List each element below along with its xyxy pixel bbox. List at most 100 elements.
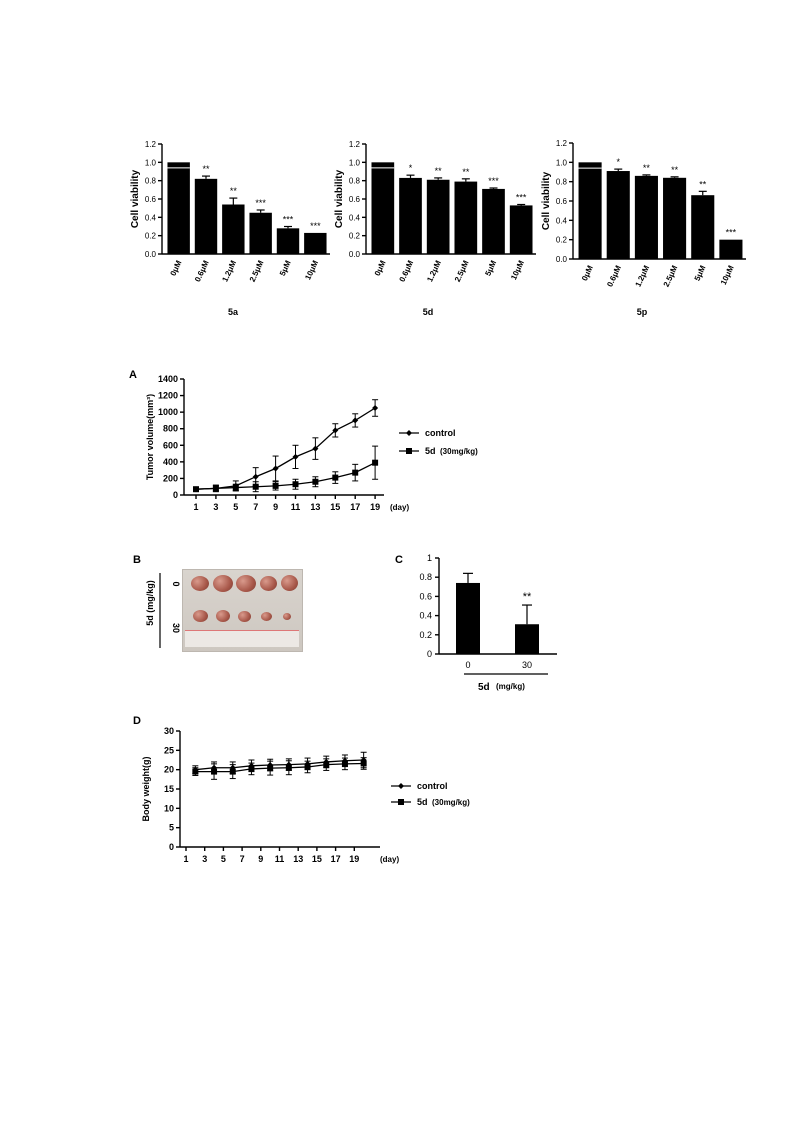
significance-5p: ** — [699, 179, 707, 189]
legend-marker-A — [406, 430, 412, 436]
x-tick-label-D: 1 — [183, 854, 188, 864]
y-tick-label-5p: 0.8 — [556, 178, 568, 187]
x-tick-label-D: 17 — [331, 854, 341, 864]
point-marker-A — [372, 459, 379, 466]
significance-5a: *** — [255, 198, 266, 208]
y-tick-label-5a: 1.0 — [145, 158, 157, 167]
point-marker-A — [292, 481, 299, 488]
bar-5p — [634, 175, 658, 259]
point-marker-A — [212, 485, 219, 492]
series-line-D-0 — [195, 759, 364, 771]
y-tick-label-D: 25 — [164, 745, 174, 755]
y-tick-label-C: 0.4 — [419, 611, 432, 621]
bar-C — [515, 624, 539, 654]
bar-5p — [606, 171, 630, 259]
series-line-D-1 — [195, 762, 364, 773]
x-tick-label-5d: 2.5μM — [453, 259, 471, 284]
series-line-A-1 — [195, 462, 376, 490]
x-tick-label-A: 9 — [273, 502, 278, 512]
x-tick-label-5a: 1.2μM — [220, 259, 238, 284]
y-tick-label-5p: 0.0 — [556, 255, 568, 264]
point-marker-A — [352, 417, 359, 424]
significance-5a: ** — [202, 164, 210, 174]
y-tick-label-D: 0 — [169, 842, 174, 852]
x-tick-label-A: 1 — [193, 502, 198, 512]
y-tick-label-D: 5 — [169, 823, 174, 833]
y-axis-label-5a: Cell viability — [130, 169, 141, 228]
panel-letter-C: C — [395, 554, 403, 566]
x-tick-label-C: 0 — [465, 660, 470, 670]
y-tick-label-A: 400 — [163, 457, 178, 467]
bar-5a — [276, 228, 300, 254]
legend-label-D: 5d — [417, 797, 428, 807]
x-tick-label-5a: 2.5μM — [248, 259, 266, 284]
bar-5d — [454, 181, 478, 254]
bar-5a — [167, 162, 190, 254]
x-tick-label-5p: 1.2μM — [633, 264, 651, 289]
point-marker-D — [211, 768, 218, 775]
legend-marker-D — [398, 783, 404, 789]
y-tick-label-C: 0.2 — [419, 630, 432, 640]
y-tick-label-A: 800 — [163, 424, 178, 434]
y-tick-label-D: 15 — [164, 784, 174, 794]
y-tick-label-5a: 0.0 — [145, 250, 157, 259]
y-tick-label-C: 0 — [427, 649, 432, 659]
point-marker-D — [360, 760, 367, 767]
point-marker-A — [272, 465, 279, 472]
point-marker-A — [193, 486, 199, 493]
x-tick-label-D: 7 — [240, 854, 245, 864]
point-marker-D — [192, 768, 199, 775]
y-tick-label-5p: 0.6 — [556, 197, 568, 206]
y-tick-label-D: 30 — [164, 726, 174, 736]
caption-5p: 5p — [637, 307, 648, 317]
y-tick-label-A: 1000 — [158, 407, 178, 417]
point-marker-D — [267, 765, 274, 772]
x-tick-label-5d: 10μM — [509, 259, 526, 282]
bar-5a — [249, 212, 272, 254]
y-tick-label-5d: 0.8 — [349, 177, 361, 186]
point-marker-A — [272, 482, 279, 489]
y-tick-label-5p: 0.2 — [556, 236, 568, 245]
x-tick-label-C: 30 — [522, 660, 532, 670]
x-tick-label-5a: 0μM — [169, 259, 184, 278]
y-tick-label-5d: 0.2 — [349, 232, 361, 241]
group-label-C: 5d — [478, 682, 490, 693]
bar-5a — [194, 178, 218, 254]
caption-5d: 5d — [423, 307, 434, 317]
x-tick-label-A: 5 — [233, 502, 238, 512]
x-tick-label-5d: 0.6μM — [398, 259, 416, 284]
y-tick-label-5a: 1.2 — [145, 140, 157, 149]
y-tick-label-5p: 1.0 — [556, 158, 568, 167]
x-tick-label-5d: 5μM — [483, 259, 498, 278]
legend-suffix-D: (30mg/kg) — [432, 798, 470, 807]
x-tick-label-5a: 5μM — [278, 259, 293, 278]
y-tick-label-D: 10 — [164, 803, 174, 813]
x-tick-label-A: 13 — [310, 502, 320, 512]
significance-5p: *** — [726, 228, 737, 238]
panel-letter-D: D — [133, 715, 141, 727]
point-marker-D — [229, 768, 236, 775]
x-tick-label-5a: 0.6μM — [193, 259, 211, 284]
bar-5p — [719, 239, 743, 259]
x-tick-label-D: 9 — [258, 854, 263, 864]
bar-5p — [691, 195, 715, 259]
x-tick-label-D: 15 — [312, 854, 322, 864]
legend-label-A: 5d — [425, 446, 436, 456]
y-tick-label-5a: 0.6 — [145, 195, 157, 204]
x-unit-A: (day) — [390, 503, 409, 512]
y-tick-label-5d: 0.0 — [349, 250, 361, 259]
y-tick-label-5a: 0.4 — [145, 213, 157, 222]
bar-5p — [578, 162, 602, 259]
point-marker-A — [372, 405, 379, 411]
series-line-A-0 — [195, 407, 376, 490]
x-tick-label-A: 11 — [291, 502, 301, 512]
y-tick-label-A: 1200 — [158, 391, 178, 401]
panel-letter-A: A — [129, 369, 137, 381]
ruler-scale — [185, 630, 299, 647]
legend-label-D: control — [417, 781, 448, 791]
significance-C: ** — [523, 591, 532, 603]
x-tick-label-5p: 0.6μM — [605, 264, 623, 289]
y-axis-label-D: Body weight(g) — [141, 757, 151, 822]
significance-5d: ** — [435, 166, 443, 176]
